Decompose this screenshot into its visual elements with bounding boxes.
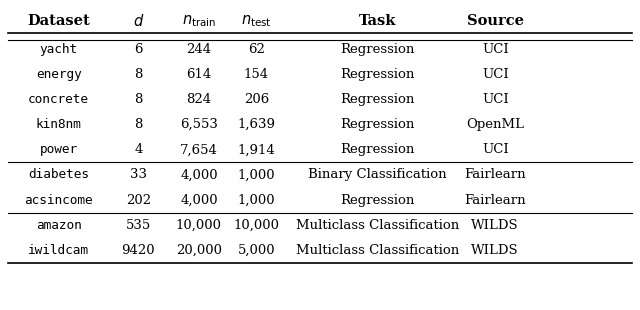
Text: 1,000: 1,000	[237, 194, 275, 207]
Text: WILDS: WILDS	[472, 219, 519, 232]
Text: 7,654: 7,654	[180, 143, 218, 156]
Text: 535: 535	[126, 219, 151, 232]
Text: UCI: UCI	[482, 93, 509, 106]
Text: 824: 824	[186, 93, 211, 106]
Text: 9420: 9420	[122, 244, 156, 257]
Text: 206: 206	[244, 93, 269, 106]
Text: UCI: UCI	[482, 68, 509, 81]
Text: 154: 154	[244, 68, 269, 81]
Text: Multiclass Classification: Multiclass Classification	[296, 219, 459, 232]
Text: 5,000: 5,000	[237, 244, 275, 257]
Text: Regression: Regression	[340, 143, 415, 156]
Text: Binary Classification: Binary Classification	[308, 168, 447, 181]
Text: yacht: yacht	[40, 42, 78, 55]
Text: Dataset: Dataset	[28, 14, 90, 28]
Text: acsincome: acsincome	[24, 194, 93, 207]
Text: kin8nm: kin8nm	[36, 118, 82, 131]
Text: power: power	[40, 143, 78, 156]
Text: iwildcam: iwildcam	[28, 244, 89, 257]
Text: 10,000: 10,000	[233, 219, 279, 232]
Text: concrete: concrete	[28, 93, 89, 106]
Text: Fairlearn: Fairlearn	[465, 194, 526, 207]
Text: 10,000: 10,000	[176, 219, 222, 232]
Text: Fairlearn: Fairlearn	[465, 168, 526, 181]
Text: 202: 202	[126, 194, 151, 207]
Text: 1,000: 1,000	[237, 168, 275, 181]
Text: OpenML: OpenML	[466, 118, 524, 131]
Text: energy: energy	[36, 68, 82, 81]
Text: 614: 614	[186, 68, 212, 81]
Text: UCI: UCI	[482, 42, 509, 55]
Text: 8: 8	[134, 118, 143, 131]
Text: 8: 8	[134, 93, 143, 106]
Text: Source: Source	[467, 14, 524, 28]
Text: Task: Task	[358, 14, 396, 28]
Text: 8: 8	[134, 68, 143, 81]
Text: 1,639: 1,639	[237, 118, 275, 131]
Text: 6: 6	[134, 42, 143, 55]
Text: 1,914: 1,914	[237, 143, 275, 156]
Text: 4: 4	[134, 143, 143, 156]
Text: Regression: Regression	[340, 68, 415, 81]
Text: diabetes: diabetes	[28, 168, 89, 181]
Text: Regression: Regression	[340, 118, 415, 131]
Text: $n_{\mathrm{test}}$: $n_{\mathrm{test}}$	[241, 14, 271, 29]
Text: 244: 244	[186, 42, 211, 55]
Text: amazon: amazon	[36, 219, 82, 232]
Text: WILDS: WILDS	[472, 244, 519, 257]
Text: Regression: Regression	[340, 93, 415, 106]
Text: 33: 33	[130, 168, 147, 181]
Text: 4,000: 4,000	[180, 168, 218, 181]
Text: $d$: $d$	[132, 13, 144, 29]
Text: 6,553: 6,553	[180, 118, 218, 131]
Text: Regression: Regression	[340, 194, 415, 207]
Text: 4,000: 4,000	[180, 194, 218, 207]
Text: 20,000: 20,000	[176, 244, 222, 257]
Text: UCI: UCI	[482, 143, 509, 156]
Text: Regression: Regression	[340, 42, 415, 55]
Text: Multiclass Classification: Multiclass Classification	[296, 244, 459, 257]
Text: 62: 62	[248, 42, 265, 55]
Text: $n_{\mathrm{train}}$: $n_{\mathrm{train}}$	[182, 14, 216, 29]
